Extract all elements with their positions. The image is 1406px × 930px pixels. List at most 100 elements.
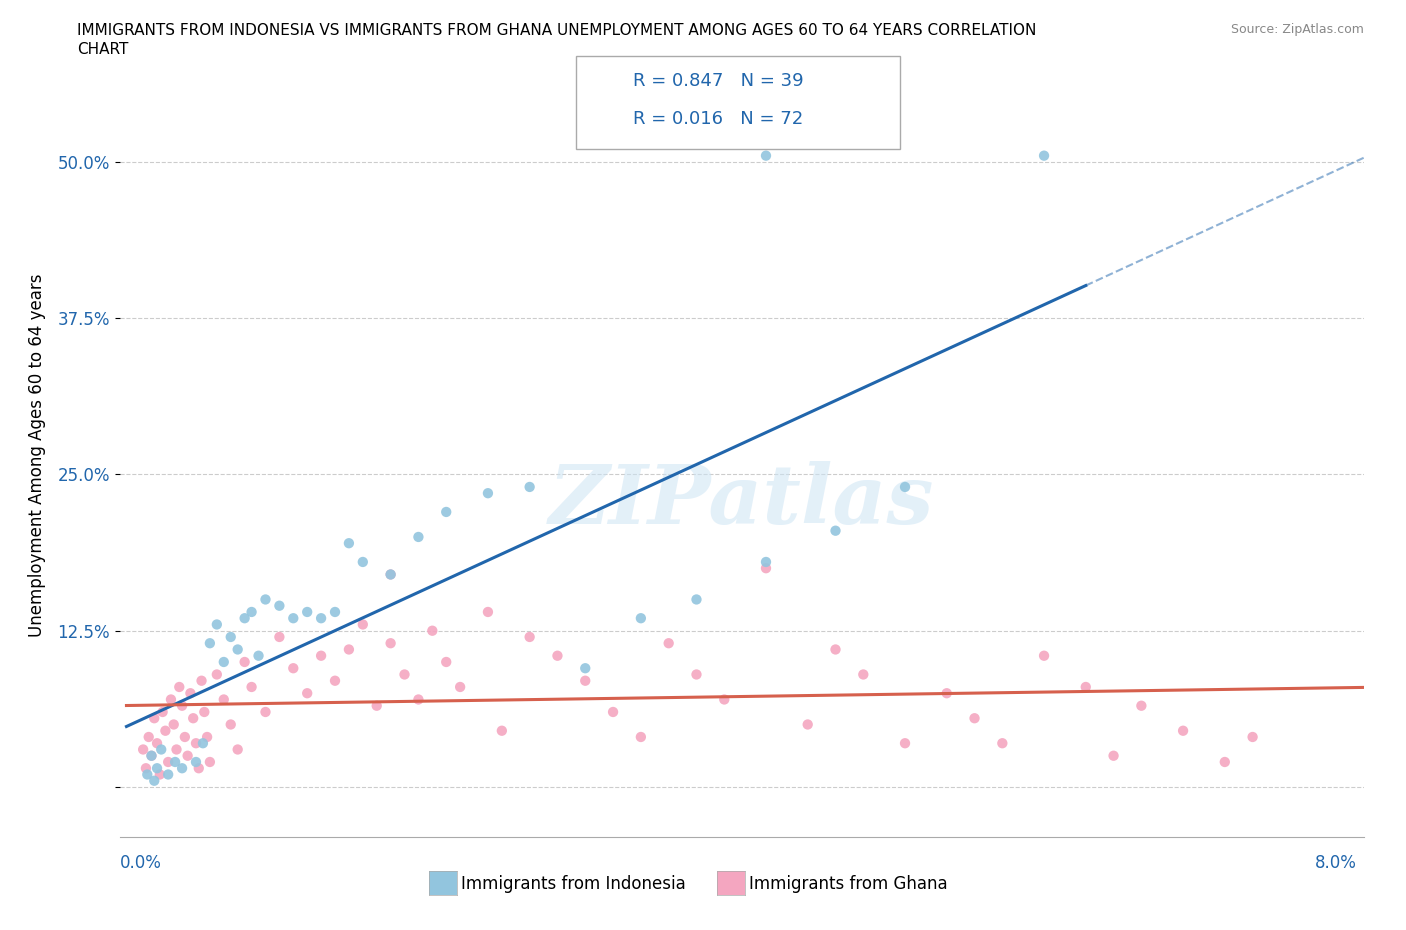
Point	[233, 611, 256, 626]
Point	[309, 611, 332, 626]
Text: 0.0%: 0.0%	[120, 854, 162, 872]
Point	[352, 554, 374, 569]
Point	[366, 698, 388, 713]
Point	[295, 685, 318, 700]
Point	[160, 692, 183, 707]
Point	[176, 749, 198, 764]
Point	[449, 680, 471, 695]
Point	[146, 736, 169, 751]
Point	[1033, 648, 1056, 663]
Point	[1130, 698, 1153, 713]
Point	[1033, 148, 1056, 163]
Point	[491, 724, 513, 738]
Point	[152, 705, 174, 720]
Text: CHART: CHART	[77, 42, 129, 57]
Point	[434, 655, 457, 670]
Point	[323, 673, 346, 688]
Point	[219, 717, 242, 732]
Point	[685, 592, 707, 607]
Point	[1102, 749, 1125, 764]
Point	[143, 711, 166, 725]
Point	[169, 680, 191, 695]
Point	[477, 485, 499, 500]
Point	[136, 767, 159, 782]
Point	[179, 685, 201, 700]
Point	[205, 667, 228, 682]
Point	[155, 724, 177, 738]
Point	[146, 761, 169, 776]
Point	[796, 717, 818, 732]
Point	[713, 692, 735, 707]
Point	[170, 698, 193, 713]
Point	[658, 636, 681, 651]
Point	[574, 673, 596, 688]
Point	[157, 754, 180, 769]
Point	[519, 480, 541, 495]
Point	[991, 736, 1014, 751]
Point	[602, 705, 624, 720]
Point	[574, 661, 596, 676]
Point	[337, 642, 360, 657]
Point	[630, 611, 652, 626]
Point	[226, 642, 249, 657]
Point	[380, 567, 402, 582]
Point	[247, 648, 270, 663]
Point	[157, 767, 180, 782]
Point	[219, 630, 242, 644]
Point	[198, 636, 221, 651]
Point	[198, 754, 221, 769]
Point	[205, 617, 228, 631]
Point	[309, 648, 332, 663]
Point	[163, 717, 186, 732]
Point	[323, 604, 346, 619]
Point	[337, 536, 360, 551]
Point	[546, 648, 568, 663]
Point	[283, 611, 305, 626]
Point	[283, 661, 305, 676]
Point	[240, 680, 263, 695]
Point	[173, 729, 195, 744]
Point	[254, 705, 277, 720]
Point	[212, 692, 235, 707]
Point	[434, 504, 457, 519]
Point	[408, 529, 430, 544]
Point	[181, 711, 204, 725]
Point	[824, 642, 846, 657]
Y-axis label: Unemployment Among Ages 60 to 64 years: Unemployment Among Ages 60 to 64 years	[28, 274, 46, 637]
Point	[135, 761, 157, 776]
Point	[187, 761, 209, 776]
Point	[132, 742, 155, 757]
Text: R = 0.016   N = 72: R = 0.016 N = 72	[633, 110, 803, 128]
Point	[166, 742, 188, 757]
Point	[191, 736, 214, 751]
Point	[254, 592, 277, 607]
Point	[408, 692, 430, 707]
Point	[143, 774, 166, 789]
Point	[477, 604, 499, 619]
Text: 8.0%: 8.0%	[1315, 854, 1357, 872]
Point	[380, 636, 402, 651]
Point	[149, 767, 172, 782]
Point	[190, 673, 212, 688]
Point	[394, 667, 416, 682]
Point	[138, 729, 160, 744]
Text: ZIPatlas: ZIPatlas	[548, 461, 935, 541]
Point	[269, 598, 291, 613]
Point	[1241, 729, 1264, 744]
Point	[755, 561, 778, 576]
Text: Immigrants from Indonesia: Immigrants from Indonesia	[461, 874, 686, 893]
Point	[184, 754, 207, 769]
Point	[420, 623, 443, 638]
Point	[755, 554, 778, 569]
Point	[894, 480, 917, 495]
Point	[240, 604, 263, 619]
Point	[195, 729, 218, 744]
Point	[852, 667, 875, 682]
Text: Immigrants from Ghana: Immigrants from Ghana	[749, 874, 948, 893]
Point	[519, 630, 541, 644]
Point	[380, 567, 402, 582]
Point	[226, 742, 249, 757]
Point	[170, 761, 193, 776]
Point	[1213, 754, 1236, 769]
Point	[141, 749, 163, 764]
